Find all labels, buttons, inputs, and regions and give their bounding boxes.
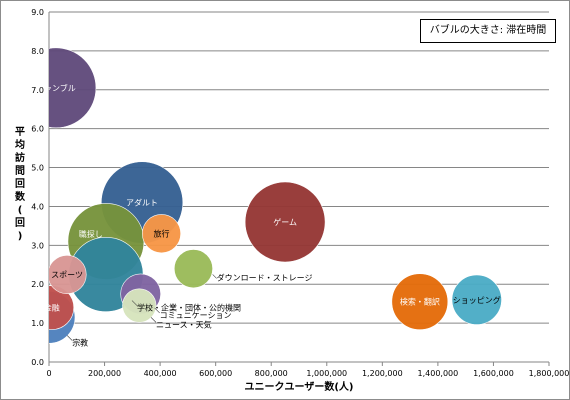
bubble-leader-line — [131, 300, 138, 306]
bubble-layer — [49, 47, 502, 344]
bubble — [451, 274, 502, 325]
y-tick-label: 8.0 — [31, 47, 44, 56]
x-tick-label: 800,000 — [255, 369, 288, 378]
bubble-label: ショッピング — [453, 295, 501, 305]
bubble — [49, 255, 87, 294]
bubble-label: コミュニケーション — [160, 311, 232, 320]
bubble — [142, 214, 182, 254]
y-tick-label: 1.0 — [31, 319, 44, 328]
x-tick-label: 600,000 — [199, 369, 232, 378]
bubble-leader-line — [154, 307, 160, 314]
y-tick-label: 3.0 — [31, 241, 44, 250]
x-tick-label: 1,000,000 — [306, 369, 347, 378]
bubble — [391, 273, 449, 331]
x-tick-label: 0 — [46, 369, 51, 378]
bubble — [244, 181, 326, 263]
bubble-size-legend: バブルの大きさ: 滞在時間 — [420, 19, 556, 43]
y-axis-label-char: 問 — [15, 165, 25, 177]
bubble-label: 旅行 — [154, 229, 170, 239]
bubble-label: ニュース・天気 — [156, 319, 212, 329]
bubble-leader-line — [212, 274, 217, 279]
bubble-label: 職探し — [79, 229, 103, 239]
bubble-leader-line — [66, 335, 73, 341]
y-axis-label-char: ( — [18, 205, 23, 216]
bubble-label: ゲーム — [273, 217, 297, 227]
x-tick-label: 1,400,000 — [418, 369, 459, 378]
y-tick-label: 2.0 — [31, 280, 44, 289]
y-axis-label: 平均訪問回数(回) — [15, 126, 26, 242]
y-axis-label-char: ) — [18, 231, 23, 242]
y-tick-label: 7.0 — [31, 86, 44, 95]
y-axis-label-char: 数 — [15, 190, 26, 203]
y-axis-label-char: 平 — [15, 126, 25, 138]
bubble-label: アダルト — [126, 198, 158, 208]
bubble-label: スポーツ — [51, 271, 83, 280]
y-tick-label: 4.0 — [31, 202, 44, 211]
bubble-label: 金融 — [44, 303, 60, 313]
y-tick-label: 5.0 — [31, 164, 44, 173]
y-axis-label-char: 回 — [15, 178, 25, 190]
y-tick-label: 0.0 — [31, 358, 44, 367]
x-tick-label: 1,200,000 — [362, 369, 403, 378]
x-axis-label: ユニークユーザー数(人) — [245, 380, 354, 393]
y-tick-label: 6.0 — [31, 125, 44, 134]
bubble — [173, 249, 213, 289]
x-tick-labels: 0 200,000 400,000 600,000 800,000 1,000,000 1,… — [46, 369, 569, 378]
y-axis-label-char: 訪 — [15, 151, 25, 164]
bubble — [122, 288, 157, 323]
x-tick-label: 1,800,000 — [529, 369, 569, 378]
bubble-label: ダウンロード・ストレージ — [217, 272, 313, 282]
x-tick-label: 1,600,000 — [473, 369, 514, 378]
y-tick-label: 9.0 — [31, 8, 44, 17]
x-tick-label: 400,000 — [144, 369, 177, 378]
bubble-label: 宗教 — [72, 337, 88, 347]
x-tick-label: 200,000 — [88, 369, 121, 378]
y-axis-label-char: 均 — [15, 138, 25, 151]
bubble-label: 学校・企業・団体・公的機関 — [137, 303, 241, 313]
y-tick-labels: 0.0 1.0 2.0 3.0 4.0 5.0 6.0 7.0 8.0 9.0 — [31, 8, 44, 367]
bubble — [49, 47, 97, 129]
bubble-label: ギャンブル — [36, 83, 76, 93]
bubble-leader-line — [150, 317, 157, 323]
bubble-label: 検索・翻訳 — [400, 297, 440, 307]
y-axis-label-char: 回 — [15, 217, 25, 229]
